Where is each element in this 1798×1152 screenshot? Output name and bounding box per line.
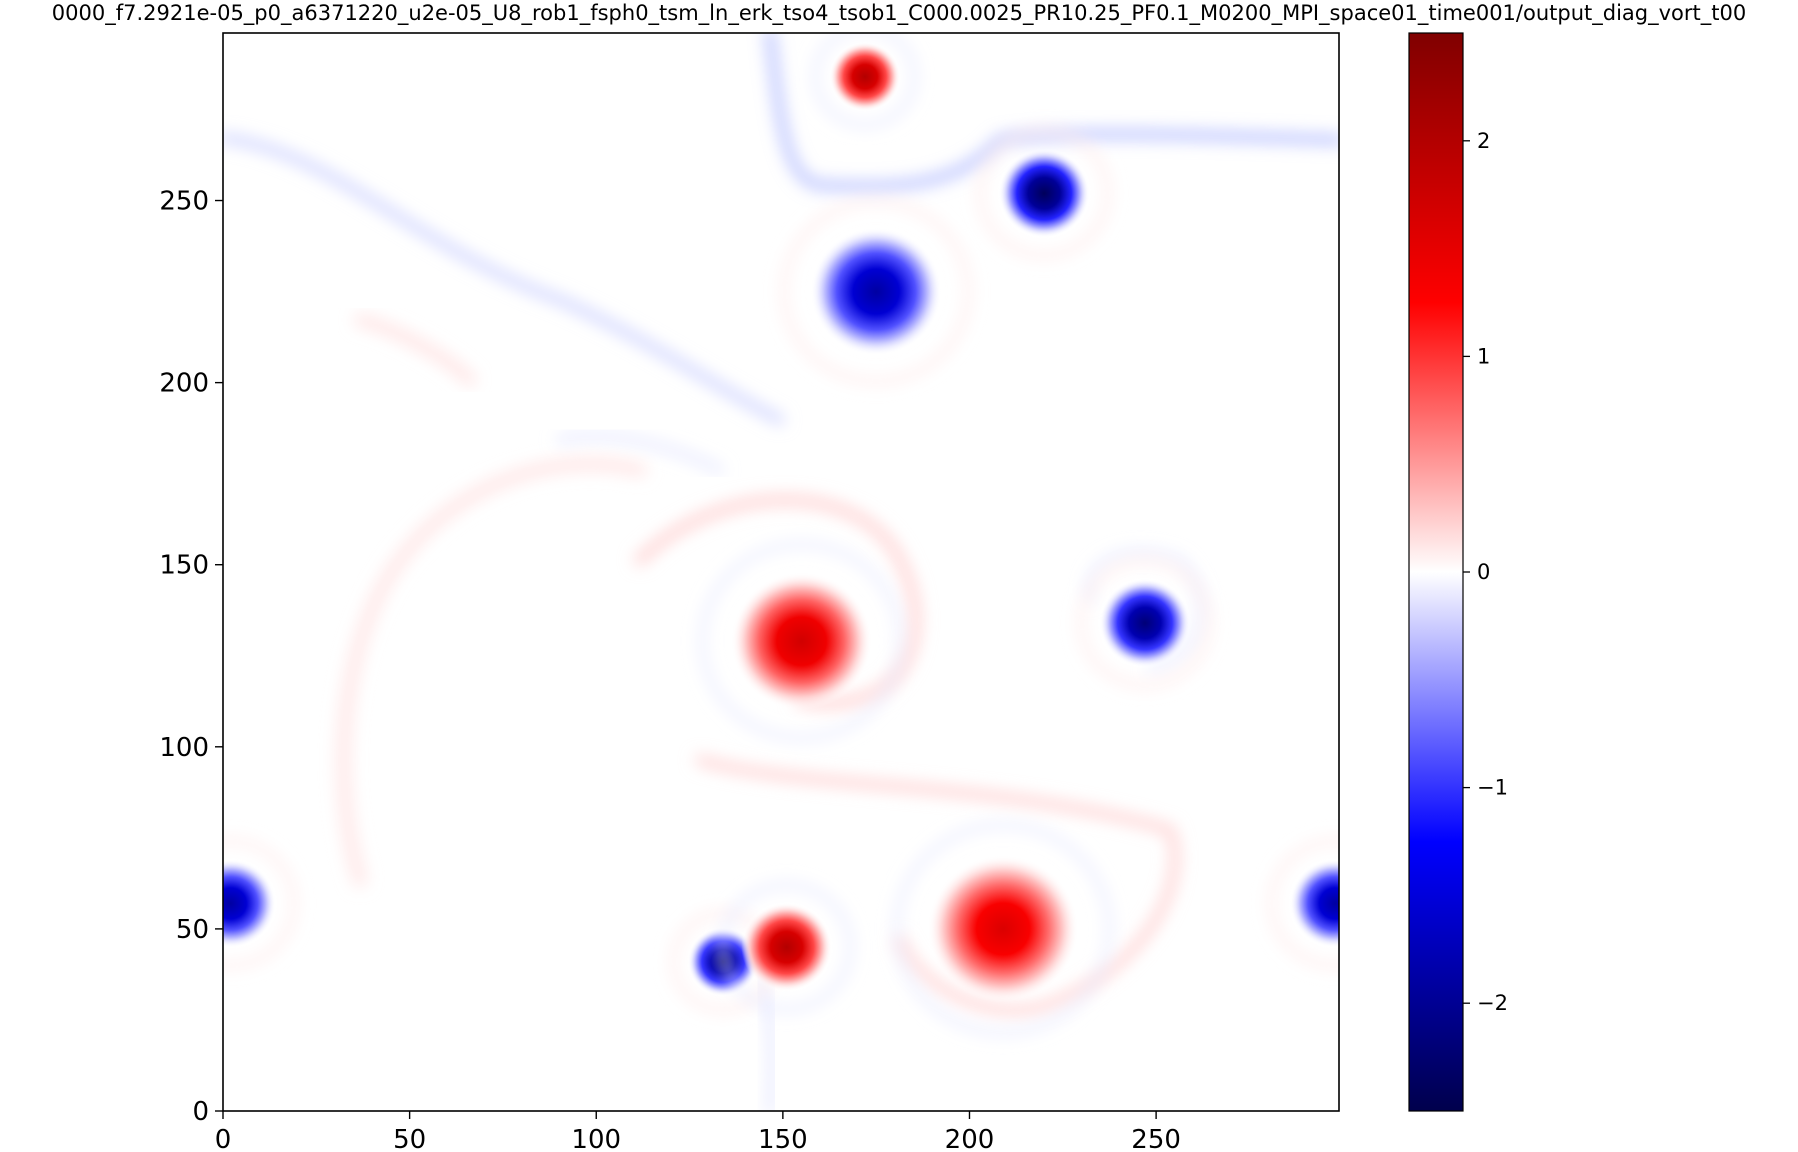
x-tick-label: 50 [393,1125,426,1152]
faint-filament [223,133,785,425]
faint-filament [556,432,724,474]
y-tick-label: 200 [159,369,209,399]
faint-filament [695,755,1180,1016]
positive-vortex [927,855,1079,1003]
x-axis: 0 50 100 150 200 250 [215,1111,1181,1152]
negative-vortex [223,859,276,948]
colorbar-tick-label: 0 [1477,560,1490,584]
negative-vortex [1289,859,1339,948]
x-tick-label: 250 [1131,1125,1181,1152]
x-tick-label: 150 [758,1125,808,1152]
faint-filament [354,314,476,386]
x-tick-label: 100 [571,1125,621,1152]
positive-vortex [741,902,832,992]
y-tick-label: 100 [159,733,209,763]
y-tick-label: 150 [159,551,209,581]
vortex-halo [223,838,298,969]
negative-vortex [810,227,942,356]
x-tick-label: 200 [945,1125,995,1152]
vortex-halo [1078,557,1212,689]
vortex-halo [1268,838,1339,969]
vortex-layer [223,33,1339,1036]
faint-filament [1085,549,1205,673]
vortex-halo [977,127,1111,259]
positive-vortex [829,42,901,112]
plot-frame [222,32,1340,1112]
vortex-halo [812,33,918,129]
faint-filament [634,494,922,710]
vortex-halo [893,822,1113,1036]
faint-filament [336,457,647,887]
colorbar: −2 −1 0 1 2 [1408,32,1508,1112]
y-tick-label: 250 [159,187,209,217]
colorbar-tick-label: −1 [1477,776,1508,800]
negative-vortex [1099,578,1191,668]
y-axis: 0 50 100 150 200 250 [159,187,223,1127]
vortex-halo [780,198,972,385]
colorbar-tick-label: 2 [1477,129,1490,153]
colorbar-tick-label: 1 [1477,344,1490,368]
faint-structures [223,33,1339,1111]
colorbar-tick-label: −2 [1477,991,1508,1015]
colorbar-ticks: −2 −1 0 1 2 [1463,129,1508,1015]
vortex-halo [719,881,854,1013]
colorbar-gradient [1408,32,1464,1112]
positive-vortex [730,572,873,711]
negative-vortex [998,148,1090,238]
chart-title: 0000_f7.2921e-05_p0_a6371220_u2e-05_U8_r… [52,1,1746,26]
x-tick-label: 0 [215,1125,232,1152]
vortex-halo [699,541,904,742]
y-tick-label: 50 [176,915,209,945]
y-tick-label: 0 [192,1097,209,1127]
plot-area [222,32,1340,1112]
faint-filament [765,33,1339,192]
